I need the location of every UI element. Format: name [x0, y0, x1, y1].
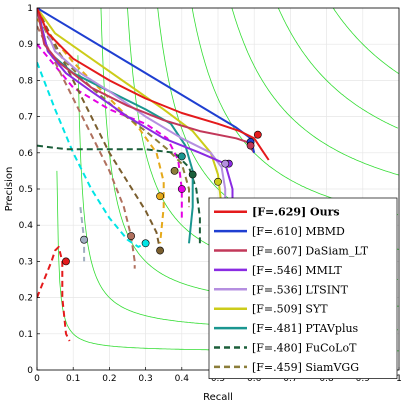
extra-series-line [37, 61, 147, 248]
legend-label: [F=.610] MBMD [252, 225, 345, 238]
x-tick-label: 0.4 [175, 374, 190, 384]
y-tick-label: 0.4 [19, 221, 34, 231]
x-tick-label: 0.9 [356, 374, 371, 384]
series-marker [253, 130, 262, 139]
series-line [37, 8, 227, 226]
extra-series-marker [141, 239, 150, 248]
series-line [37, 8, 223, 208]
legend-label: [F=.546] MMLT [252, 264, 342, 277]
series-curves [37, 8, 270, 342]
x-tick-label: 1 [396, 374, 402, 384]
extra-series-line [37, 18, 165, 244]
legend-label: [F=.629] Ours [252, 206, 340, 219]
extra-series-line [37, 245, 71, 342]
x-tick-label: 0.1 [66, 374, 80, 384]
y-tick-label: 1 [27, 4, 33, 14]
y-tick-label: 0.5 [19, 185, 33, 195]
legend-label: [F=.536] LTSINT [252, 283, 349, 296]
f-contour-line [332, 8, 399, 74]
extra-series-marker [62, 257, 70, 266]
extra-series-marker [156, 192, 164, 201]
f-contour-line [231, 8, 399, 176]
legend-label: [F=.607] DaSiam_LT [252, 245, 369, 258]
axis-ticks: 0 0.1 0.2 0.3 0.4 0.5 0.6 0.7 0.8 0.9 1 0 0.1 0.2 0.3 0… [19, 4, 402, 384]
f-contour-line [277, 8, 399, 129]
series-line [37, 8, 194, 244]
x-tick-label: 0.2 [102, 374, 116, 384]
y-tick-label: 0.9 [19, 40, 34, 50]
legend: [F=.629] Ours [F=.610] MBMD [F=.607] DaSia… [208, 197, 398, 379]
series-line [37, 8, 256, 154]
y-axis-title: Precision [4, 167, 15, 212]
extra-series-marker [156, 246, 164, 255]
extra-series-marker [177, 185, 186, 193]
series-marker [214, 177, 222, 186]
x-tick-label: 0.8 [319, 374, 334, 384]
series-marker [188, 170, 197, 179]
series-marker [246, 141, 255, 150]
series-markers [62, 130, 262, 266]
series-marker [177, 152, 186, 161]
x-tick-label: 0.7 [283, 374, 297, 384]
extra-series-marker [80, 235, 88, 244]
legend-label: [F=.481] PTAVplus [252, 322, 359, 335]
legend-label: [F=.509] SYT [252, 303, 328, 316]
extra-series-line [37, 25, 136, 269]
series-line [37, 8, 270, 161]
series-marker [221, 159, 230, 168]
series-marker [170, 166, 179, 175]
series-line [37, 8, 234, 226]
y-tick-label: 0 [27, 366, 33, 376]
x-axis-title: Recall [203, 392, 233, 403]
series-line [37, 144, 201, 244]
y-tick-label: 0.7 [19, 113, 33, 123]
x-tick-label: 0 [34, 374, 40, 384]
y-tick-label: 0.1 [19, 330, 33, 340]
y-tick-label: 0.2 [19, 294, 33, 304]
x-tick-label: 0.5 [211, 374, 225, 384]
legend-label: [F=.480] FuCoLoT [252, 342, 357, 355]
x-tick-label: 0.6 [247, 374, 262, 384]
legend-label: [F=.459] SiamVGG [252, 361, 359, 374]
extra-series-marker [127, 232, 136, 240]
y-tick-label: 0.3 [19, 257, 33, 267]
y-tick-label: 0.8 [19, 76, 34, 86]
x-tick-label: 0.3 [138, 374, 152, 384]
y-tick-label: 0.6 [19, 149, 34, 159]
